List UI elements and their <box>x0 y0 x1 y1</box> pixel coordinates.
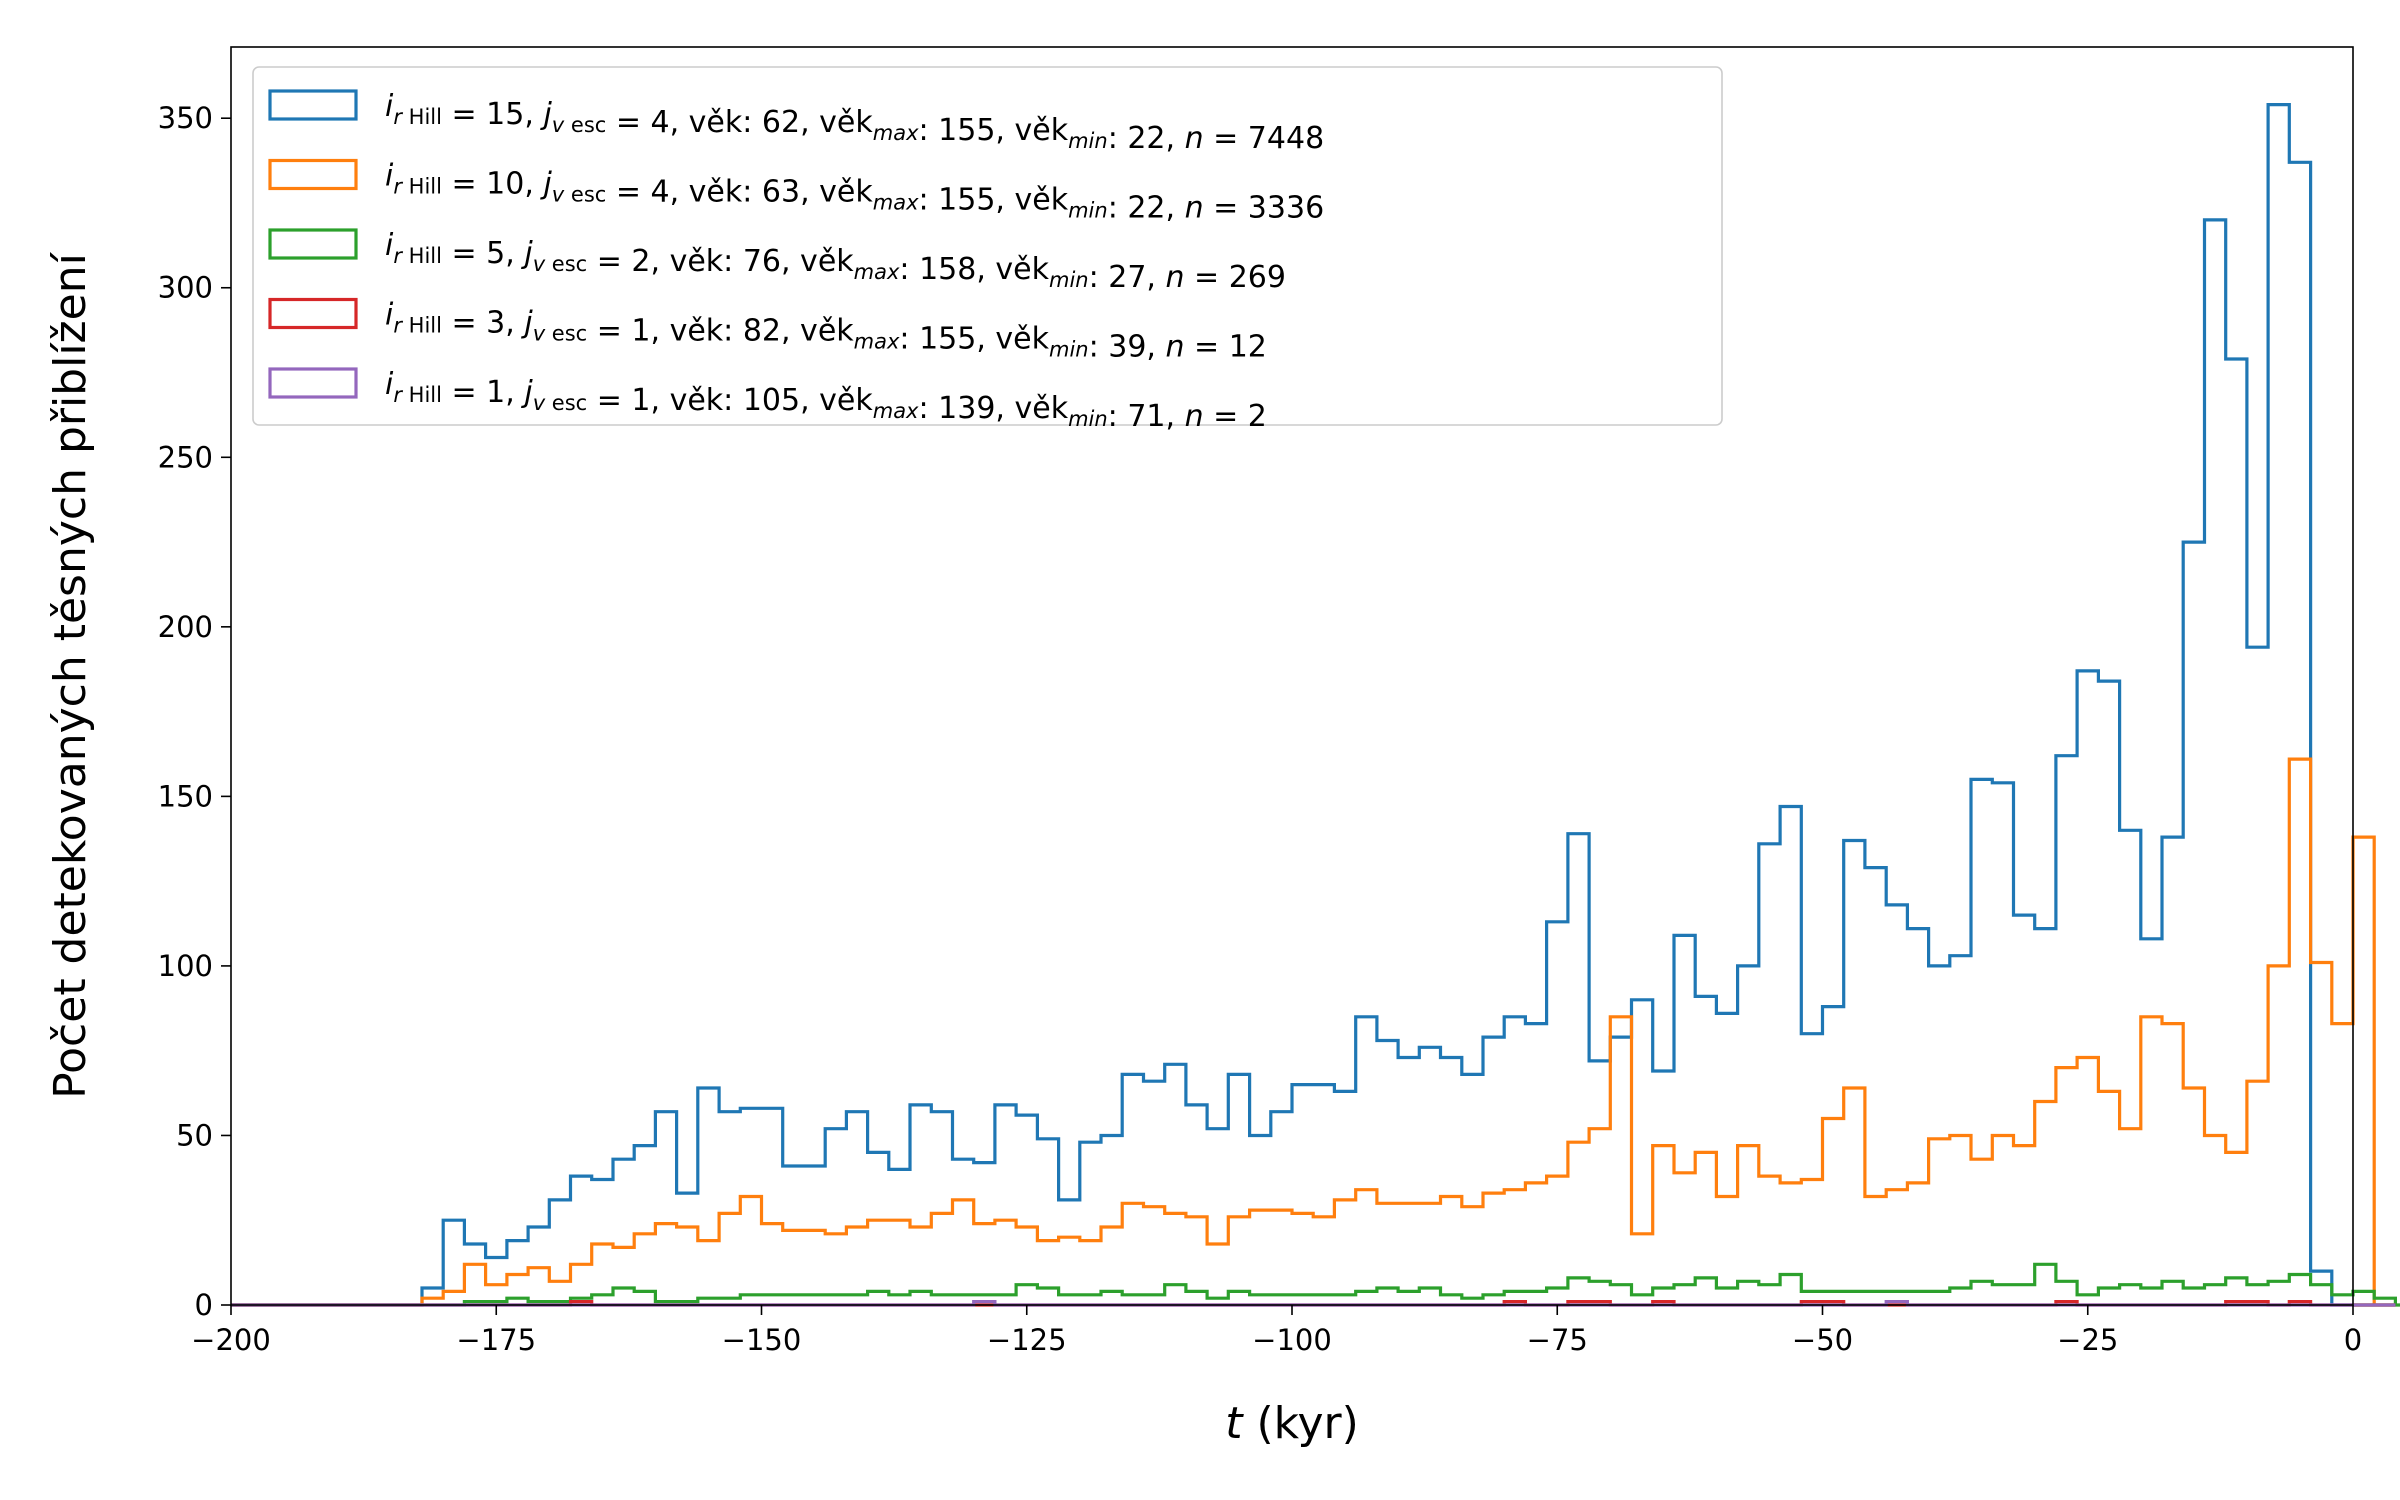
series-2-step-line <box>231 757 2396 1307</box>
y-tick-label: 50 <box>176 1118 213 1152</box>
legend-swatch <box>268 228 358 260</box>
y-tick-label: 350 <box>158 101 213 135</box>
legend-frame <box>252 66 1723 426</box>
series-1-step-line <box>231 103 2353 1307</box>
legend-swatch <box>268 89 358 121</box>
x-tick-label: −50 <box>1792 1323 1853 1357</box>
y-axis-label: Počet detekovaných těsných přiblížení <box>45 251 96 1098</box>
legend-entry-5: ir Hill = 1, jv esc = 1, věk: 105, věkma… <box>268 367 1267 434</box>
x-tick-label: −175 <box>456 1323 536 1357</box>
y-tick-label: 0 <box>195 1288 213 1322</box>
x-axis-ticks: −200 −175 −150 −125 −100 −75 −50 −25 0 <box>191 1305 2362 1357</box>
x-tick-label: −200 <box>191 1323 271 1357</box>
legend-entry-2: ir Hill = 10, jv esc = 4, věk: 63, věkma… <box>268 158 1324 226</box>
legend-entry-4: ir Hill = 3, jv esc = 1, věk: 82, věkmax… <box>268 297 1267 365</box>
y-tick-label: 200 <box>158 610 213 644</box>
legend-swatch <box>268 158 358 191</box>
legend-swatch <box>268 297 358 330</box>
legend-entry-3: ir Hill = 5, jv esc = 2, věk: 76, věkmax… <box>268 228 1286 295</box>
y-tick-label: 250 <box>158 440 213 474</box>
y-tick-label: 100 <box>158 949 213 983</box>
x-tick-label: −75 <box>1527 1323 1588 1357</box>
x-tick-label: −125 <box>987 1323 1067 1357</box>
y-tick-label: 150 <box>158 779 213 813</box>
x-tick-label: 0 <box>2344 1323 2362 1357</box>
x-axis-unit: (kyr) <box>1242 1398 1358 1449</box>
legend-swatch <box>268 367 358 399</box>
y-tick-label: 300 <box>158 271 213 305</box>
legend-label: ir Hill = 15, jv esc = 4, věk: 62, věkma… <box>385 89 1324 156</box>
legend-label: ir Hill = 3, jv esc = 1, věk: 82, věkmax… <box>385 298 1267 365</box>
legend-label: ir Hill = 10, jv esc = 4, věk: 63, věkma… <box>385 159 1324 226</box>
y-axis-ticks: 0 50 100 150 200 250 300 350 <box>158 101 231 1322</box>
legend-label: ir Hill = 5, jv esc = 2, věk: 76, věkmax… <box>385 228 1286 295</box>
legend: ir Hill = 15, jv esc = 4, věk: 62, věkma… <box>252 66 1723 434</box>
series-3-step-line <box>231 1262 2400 1307</box>
x-axis-label: t (kyr) <box>1225 1398 1359 1449</box>
x-tick-label: −25 <box>2057 1323 2118 1357</box>
x-tick-label: −100 <box>1252 1323 1332 1357</box>
legend-entry-1: ir Hill = 15, jv esc = 4, věk: 62, věkma… <box>268 89 1324 156</box>
x-tick-label: −150 <box>722 1323 802 1357</box>
legend-label: ir Hill = 1, jv esc = 1, věk: 105, věkma… <box>385 367 1267 434</box>
x-axis-variable: t <box>1225 1398 1244 1449</box>
